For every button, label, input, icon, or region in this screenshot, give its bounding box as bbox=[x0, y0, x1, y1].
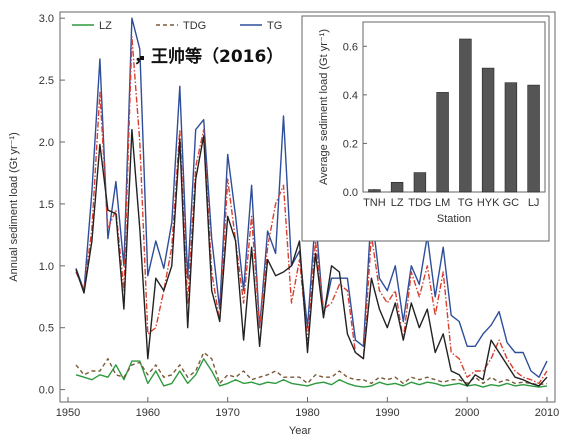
inset-ylabel: Average sediment load (Gt yr⁻¹) bbox=[318, 29, 330, 185]
inset-y-tick-label: 0.4 bbox=[343, 90, 358, 102]
inset-y-tick-label: 0.2 bbox=[343, 138, 358, 150]
series-line-lj bbox=[75, 128, 548, 387]
bar-tdg bbox=[413, 172, 427, 193]
main-x-tick-label: 2000 bbox=[455, 407, 479, 419]
bar-lm bbox=[436, 92, 449, 193]
inset-xlabel: Station bbox=[437, 213, 471, 225]
main-y-tick-label: 3.0 bbox=[39, 13, 54, 25]
annotation-dot bbox=[140, 56, 144, 60]
legend-label-tg: TG bbox=[267, 20, 282, 32]
main-y-tick-label: 1.0 bbox=[39, 261, 54, 273]
inset-x-tick-label: LZ bbox=[391, 197, 404, 209]
inset-x-tick-label: TDG bbox=[408, 197, 431, 209]
main-x-tick-label: 1960 bbox=[136, 407, 160, 419]
inset-x-tick-label: TNH bbox=[363, 197, 386, 209]
inset-x-tick-label: LM bbox=[435, 197, 450, 209]
inset-y-tick-label: 0.0 bbox=[343, 187, 358, 199]
main-ylabel: Annual sediment load (Gt yr⁻¹) bbox=[8, 132, 20, 281]
inset-x-tick-label: GC bbox=[503, 197, 520, 209]
main-x-tick-label: 1980 bbox=[295, 407, 319, 419]
legend-label-lz: LZ bbox=[99, 20, 112, 32]
inset-plot-frame bbox=[362, 21, 546, 193]
main-y-tick-label: 1.5 bbox=[39, 199, 54, 211]
main-x-tick-label: 1990 bbox=[375, 407, 399, 419]
main-y-tick-label: 2.5 bbox=[39, 75, 54, 87]
inset-x-tick-label: LJ bbox=[528, 197, 540, 209]
annotation-text: ，王帅等（2016） bbox=[134, 46, 283, 67]
main-y-tick-label: 0.0 bbox=[39, 385, 54, 397]
bar-hyk bbox=[481, 67, 495, 193]
inset-x-tick-label: TG bbox=[458, 197, 473, 209]
inset-x-tick-label: HYK bbox=[477, 197, 500, 209]
main-x-tick-label: 1950 bbox=[56, 407, 80, 419]
legend-label-tdg: TDG bbox=[183, 20, 206, 32]
bar-tnh bbox=[368, 189, 381, 193]
inset-y-tick-label: 0.6 bbox=[343, 41, 358, 53]
series-line-tg bbox=[75, 17, 548, 378]
bar-lj bbox=[527, 84, 540, 193]
main-x-tick-label: 2010 bbox=[535, 407, 559, 419]
main-y-tick-label: 0.5 bbox=[39, 323, 54, 335]
series-line-lz bbox=[75, 358, 548, 388]
series-line-hyk bbox=[75, 36, 548, 385]
main-xlabel: Year bbox=[289, 425, 312, 437]
bar-lz bbox=[390, 182, 404, 193]
bar-tg bbox=[459, 38, 472, 193]
main-y-tick-label: 2.0 bbox=[39, 137, 54, 149]
main-x-tick-label: 1970 bbox=[215, 407, 239, 419]
bar-gc bbox=[504, 82, 518, 193]
